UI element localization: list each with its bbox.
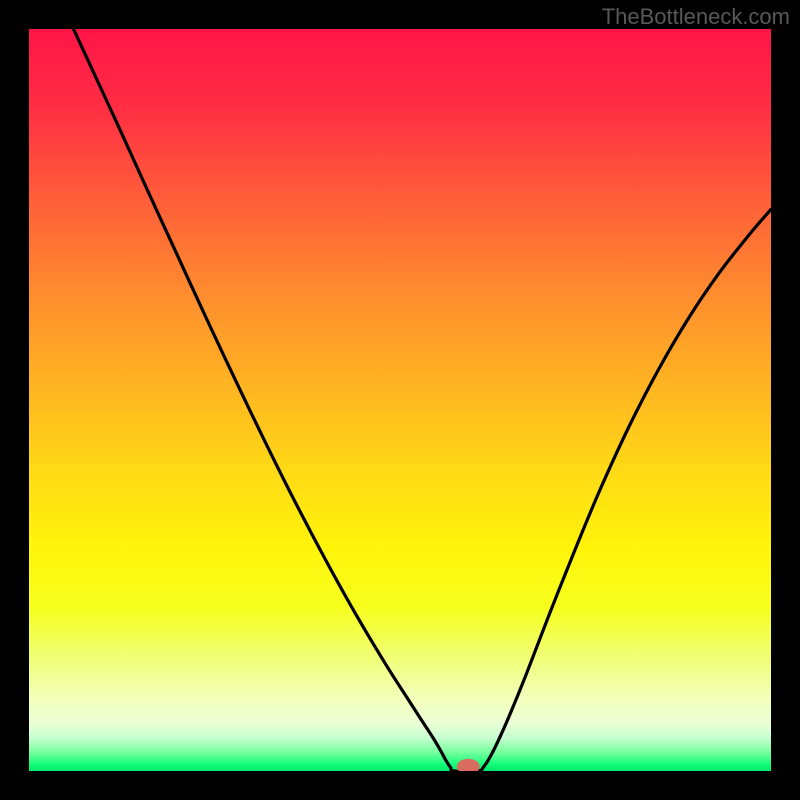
bottleneck-chart xyxy=(29,29,771,771)
chart-svg xyxy=(29,29,771,771)
chart-background xyxy=(29,29,771,771)
attribution-label: TheBottleneck.com xyxy=(602,4,790,30)
